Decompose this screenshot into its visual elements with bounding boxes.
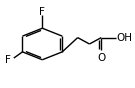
Text: F: F [5, 55, 11, 65]
Text: O: O [97, 53, 105, 62]
Text: OH: OH [116, 33, 132, 43]
Text: F: F [39, 7, 45, 17]
